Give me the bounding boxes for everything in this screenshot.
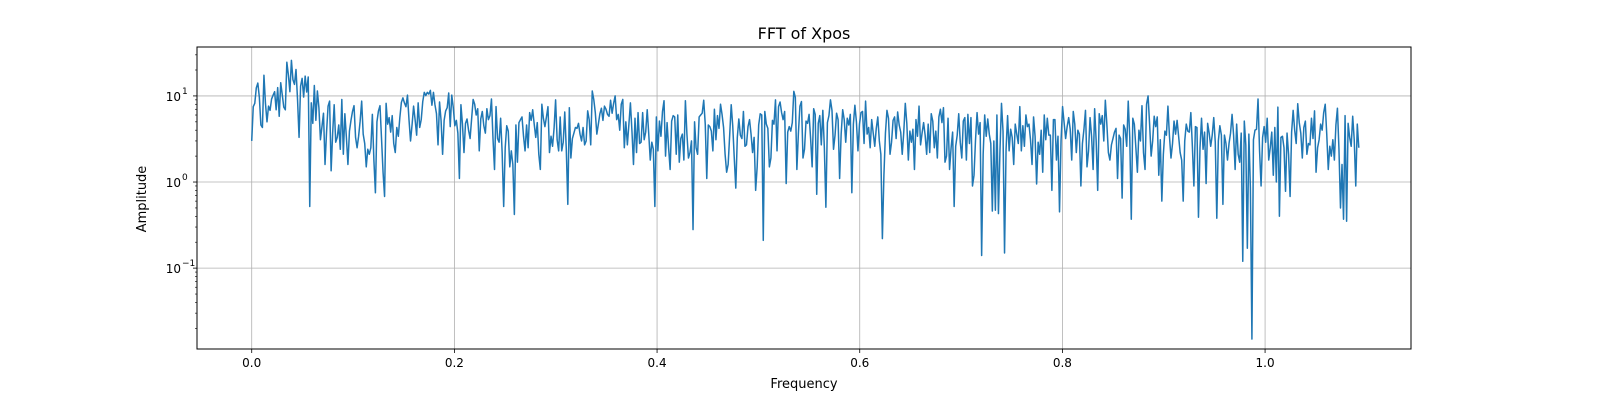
plot-area	[250, 59, 1360, 340]
grid	[197, 47, 1411, 349]
y-tick-label: 10	[166, 90, 181, 104]
series-line	[250, 59, 1360, 340]
y-axis-label: Amplitude	[135, 166, 150, 233]
y-tick-label: 10	[166, 262, 181, 276]
y-axis-minor-ticks	[195, 54, 197, 329]
x-tick-label: 0.4	[648, 356, 667, 370]
x-axis-label: Frequency	[770, 377, 837, 392]
y-tick-label-exponent: 1	[182, 87, 188, 97]
x-tick-label: 0.6	[850, 356, 869, 370]
axes-frame	[196, 46, 1412, 350]
x-tick-label: 0.0	[242, 356, 261, 370]
x-axis-ticks: 0.0 0.2 0.4 0.6 0.8 1.0	[242, 349, 1275, 370]
x-tick-label: 0.2	[445, 356, 464, 370]
y-tick-label-exponent: 0	[182, 173, 188, 183]
y-tick-label-exponent: −1	[182, 259, 195, 269]
chart-title: FFT of Xpos	[758, 24, 851, 43]
x-tick-label: 1.0	[1256, 356, 1275, 370]
y-tick-label: 10	[166, 176, 181, 190]
x-tick-label: 0.8	[1053, 356, 1072, 370]
